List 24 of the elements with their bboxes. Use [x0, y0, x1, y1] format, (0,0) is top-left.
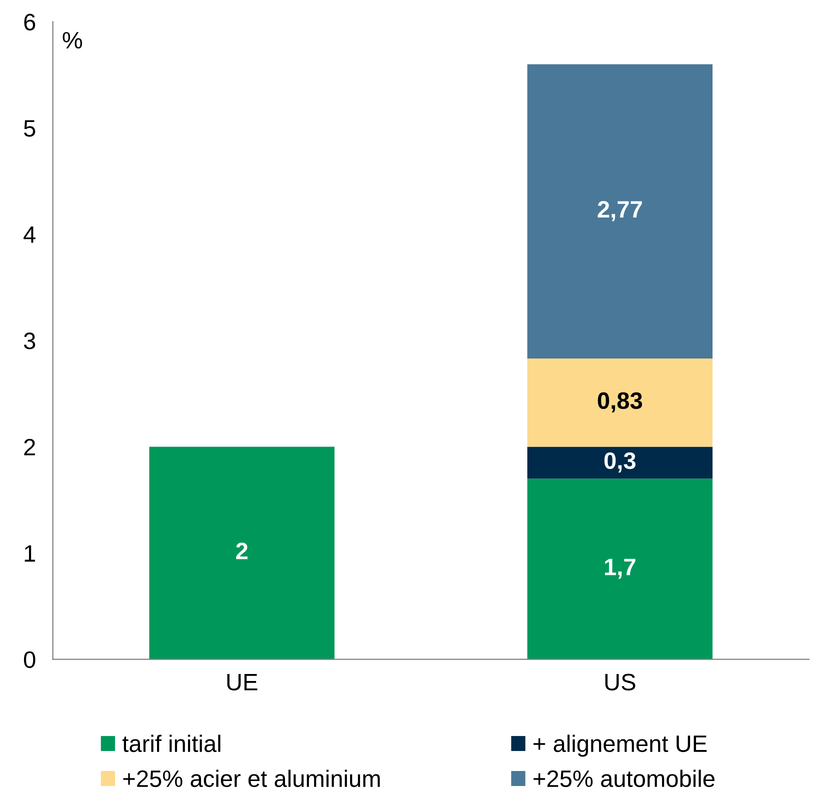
- x-tick-label: US: [605, 674, 636, 691]
- bar: [527, 446, 713, 479]
- y-axis-title: %: [62, 32, 82, 49]
- bar: [527, 64, 713, 359]
- y-tick-label: 1: [24, 545, 36, 562]
- legend-label: + alignement UE: [534, 734, 707, 757]
- legend-label: +25% acier et aluminium: [123, 770, 380, 788]
- y-tick-label: 2: [24, 438, 35, 456]
- y-tick-label: 6: [24, 14, 36, 30]
- legend-label: +25% automobile: [534, 770, 714, 788]
- y-tick-label: 0: [24, 651, 36, 668]
- data-label: 0,3: [604, 452, 636, 472]
- y-tick-label: 5: [24, 120, 36, 137]
- data-label: 1,7: [604, 558, 636, 579]
- data-label: 2,77: [598, 201, 642, 222]
- data-label: 0,83: [598, 392, 642, 412]
- bar: [149, 446, 334, 660]
- x-tick-label: UE: [227, 674, 258, 691]
- legend-label: tarif initial: [122, 734, 220, 752]
- data-label: 2: [236, 542, 248, 560]
- y-tick-label: 4: [24, 226, 36, 243]
- y-tick-label: 3: [24, 332, 36, 350]
- bar: [527, 478, 713, 660]
- bar: [527, 358, 713, 447]
